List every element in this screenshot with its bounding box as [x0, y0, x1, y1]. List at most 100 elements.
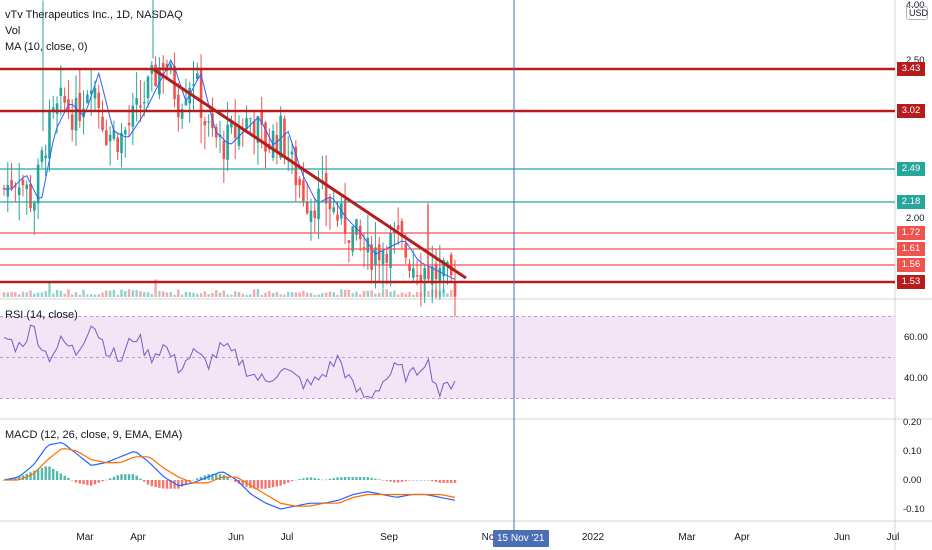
volume-bar — [74, 292, 78, 297]
volume-legend[interactable]: Vol — [5, 25, 21, 37]
macd-histogram-bar — [154, 480, 157, 488]
volume-bar — [124, 291, 127, 297]
macd-histogram-bar — [324, 479, 328, 481]
candle-body — [332, 207, 336, 212]
macd-histogram-bar — [192, 479, 195, 481]
macd-line — [3, 441, 456, 510]
ma-legend[interactable]: MA (10, close, 0) — [5, 41, 88, 53]
macd-histogram-bar — [283, 480, 286, 485]
cursor-date-label: 15 Nov '21 — [493, 530, 549, 547]
volume-bar — [271, 293, 275, 297]
candle-body — [86, 94, 89, 103]
volume-bar — [283, 294, 286, 297]
volume-bar — [97, 294, 100, 297]
volume-bar — [196, 293, 199, 297]
macd-histogram-bar — [374, 478, 377, 480]
price-level-tag: 3.02 — [897, 104, 925, 118]
price-level-tag: 2.18 — [897, 195, 925, 209]
volume-bar — [434, 289, 438, 297]
volume-bar — [59, 291, 63, 297]
volume-bar — [211, 292, 214, 297]
macd-histogram-bar — [396, 480, 400, 483]
volume-bar — [328, 291, 332, 297]
volume-bar — [302, 290, 305, 297]
time-tick-label: 2022 — [582, 532, 605, 543]
macd-histogram-bar — [366, 477, 370, 480]
volume-bar — [419, 292, 423, 297]
macd-histogram-bar — [347, 477, 351, 480]
volume-bar — [317, 294, 320, 297]
candle-body — [430, 266, 434, 285]
volume-bar — [453, 290, 457, 297]
volume-bar — [17, 294, 21, 297]
signal-line — [4, 447, 456, 507]
candle-body — [400, 221, 404, 238]
macd-histogram-bar — [230, 479, 233, 481]
candle-body — [245, 118, 248, 130]
macd-histogram-bar — [427, 480, 430, 481]
macd-histogram-bar — [71, 480, 74, 481]
candle-body — [70, 114, 74, 130]
volume-bar — [112, 289, 116, 297]
volume-bar — [400, 292, 404, 297]
volume-bar — [256, 289, 260, 297]
macd-tick-label: 0.20 — [903, 417, 922, 428]
volume-bar — [230, 294, 233, 297]
volume-bar — [165, 292, 169, 297]
price-level-tag: 2.49 — [897, 162, 925, 176]
macd-histogram-bar — [431, 480, 434, 482]
macd-histogram-bar — [359, 477, 362, 480]
macd-histogram-bar — [249, 480, 252, 489]
time-tick-label: Jul — [281, 532, 294, 543]
volume-bar — [222, 290, 226, 297]
volume-bar — [408, 292, 411, 297]
price-tick-label: 2.00 — [906, 213, 925, 224]
macd-histogram-bar — [389, 480, 392, 482]
macd-histogram-bar — [351, 477, 354, 480]
symbol-legend[interactable]: vTv Therapeutics Inc., 1D, NASDAQ — [5, 9, 183, 21]
macd-histogram-bar — [317, 478, 320, 480]
volume-bar — [431, 289, 434, 297]
candle-body — [48, 110, 51, 159]
volume-bar — [237, 292, 241, 297]
macd-histogram-bar — [158, 480, 161, 488]
volume-bar — [324, 292, 328, 297]
volume-bar — [116, 294, 119, 297]
candle-body — [82, 108, 85, 118]
macd-histogram-bar — [328, 478, 332, 480]
candle-body — [279, 115, 282, 158]
candle-body — [275, 135, 279, 151]
candle-body — [351, 226, 354, 252]
volume-bar — [25, 292, 28, 297]
volume-bar — [192, 292, 195, 297]
volume-bar — [48, 282, 51, 297]
volume-bar — [241, 293, 244, 297]
currency-badge[interactable]: USD — [906, 6, 928, 20]
macd-histogram-bar — [108, 478, 112, 480]
volume-bar — [260, 294, 263, 297]
volume-bar — [108, 290, 112, 297]
macd-histogram-bar — [271, 480, 275, 488]
macd-histogram-bar — [309, 477, 313, 480]
candle-body — [192, 84, 195, 86]
macd-histogram-bar — [74, 480, 78, 483]
macd-histogram-bar — [10, 478, 13, 480]
macd-legend[interactable]: MACD (12, 26, close, 9, EMA, EMA) — [5, 429, 183, 441]
volume-bar — [146, 292, 150, 297]
macd-histogram-bar — [423, 480, 426, 481]
volume-bar — [298, 292, 301, 297]
time-tick-label: No — [482, 532, 495, 543]
volume-bar — [287, 291, 290, 297]
candle-body — [396, 225, 400, 230]
macd-histogram-bar — [67, 477, 70, 480]
volume-bar — [340, 289, 343, 297]
candle-body — [412, 268, 415, 278]
volume-bar — [21, 291, 25, 297]
candle-body — [63, 95, 66, 103]
price-tick-label: 4.00 — [906, 0, 925, 11]
candle-body — [29, 183, 32, 209]
rsi-legend[interactable]: RSI (14, close) — [5, 309, 78, 321]
volume-bar — [89, 294, 93, 297]
macd-histogram-bar — [29, 472, 32, 480]
